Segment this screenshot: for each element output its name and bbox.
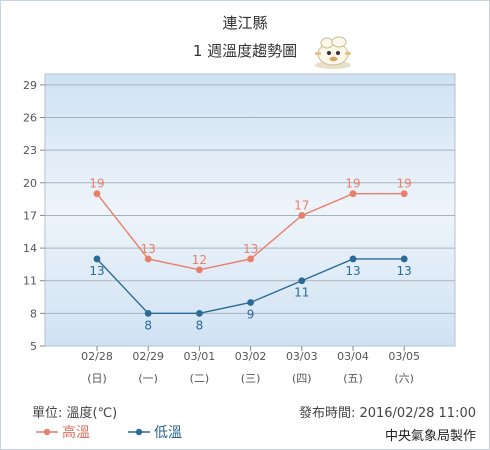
data-point-low[interactable] (247, 299, 255, 306)
x-tick-weekday-label: (一) (138, 372, 158, 385)
temperature-chart: 5 8 11 14 17 20 23 26 29 02/28 (日) 02/29 (一) 03/01 (二… (23, 73, 456, 385)
x-tick-weekday-label: (五) (343, 372, 363, 385)
x-tick-date-label: 03/03 (286, 350, 318, 363)
data-label-low: 9 (247, 307, 255, 321)
x-tick-date-label: 02/28 (81, 350, 113, 363)
x-tick-weekday-label: (二) (190, 372, 210, 385)
x-tick-date-label: 02/29 (132, 350, 164, 363)
data-label-high: 13 (141, 242, 156, 256)
agency-credit: 中央氣象局製作 (384, 429, 476, 444)
data-point-low[interactable] (349, 255, 357, 263)
y-tick-label: 23 (23, 144, 37, 157)
x-tick-date-label: 03/04 (337, 350, 369, 363)
data-point-low[interactable] (93, 255, 101, 263)
data-point-low[interactable] (196, 309, 203, 317)
data-label-high: 17 (294, 198, 309, 212)
data-point-low[interactable] (298, 277, 306, 285)
data-point-high[interactable] (93, 190, 101, 198)
y-tick-label: 11 (23, 275, 37, 288)
legend-high-marker-icon (36, 428, 58, 436)
y-tick-label: 17 (23, 209, 37, 222)
mascot-icon (315, 36, 351, 69)
data-label-high: 19 (89, 177, 104, 191)
x-tick-date-label: 03/05 (388, 350, 420, 363)
legend-low-marker-icon (128, 428, 150, 436)
data-point-low[interactable] (400, 255, 408, 263)
legend-low-label: 低溫 (154, 425, 182, 441)
data-label-high: 12 (192, 253, 207, 267)
data-point-high[interactable] (247, 255, 255, 263)
x-tick-date-label: 03/01 (184, 350, 216, 363)
legend-high[interactable]: 高溫 (36, 422, 90, 442)
chart-subtitle: 1 週溫度趨勢圖 (192, 42, 298, 60)
legend-low[interactable]: 低溫 (128, 422, 182, 442)
data-point-high[interactable] (298, 212, 306, 219)
legend-high-label: 高溫 (62, 425, 90, 441)
data-label-low: 8 (196, 318, 204, 332)
y-axis-ticks: 5 8 11 14 17 20 23 26 29 (23, 79, 45, 353)
y-tick-label: 5 (30, 340, 37, 353)
data-label-high: 19 (397, 177, 412, 191)
data-label-low: 11 (294, 286, 309, 300)
data-point-low[interactable] (144, 309, 152, 317)
data-point-high[interactable] (144, 255, 152, 263)
data-label-low: 8 (144, 318, 152, 332)
y-tick-label: 29 (23, 79, 37, 92)
chart-location-title: 連江縣 (222, 14, 268, 32)
issued-time: 發布時間: 2016/02/28 11:00 (298, 406, 476, 421)
data-label-high: 13 (243, 242, 258, 256)
unit-label: 單位: 溫度(℃) (32, 406, 118, 421)
x-tick-weekday-label: (六) (394, 372, 414, 385)
x-tick-weekday-label: (四) (292, 372, 312, 385)
data-label-low: 13 (89, 264, 104, 278)
data-point-high[interactable] (196, 266, 203, 274)
y-tick-label: 8 (30, 307, 37, 320)
data-point-high[interactable] (400, 190, 408, 198)
y-tick-label: 14 (23, 242, 37, 255)
x-tick-weekday-label: (三) (241, 372, 261, 385)
x-tick-weekday-label: (日) (87, 372, 107, 385)
data-label-low: 13 (397, 264, 412, 278)
data-label-low: 13 (345, 264, 360, 278)
data-label-high: 19 (345, 177, 360, 191)
x-tick-date-label: 03/02 (235, 350, 267, 363)
y-tick-label: 20 (23, 177, 37, 190)
y-tick-label: 26 (23, 112, 37, 125)
data-point-high[interactable] (349, 190, 357, 198)
grid-lines (45, 84, 455, 314)
x-axis-ticks: 02/28 (日) 02/29 (一) 03/01 (二) 03/02 (三) 03/03 (四)… (81, 346, 420, 385)
series-layer: 19 13 12 13 17 19 19 13 8 8 9 11 13 13 (89, 177, 411, 333)
